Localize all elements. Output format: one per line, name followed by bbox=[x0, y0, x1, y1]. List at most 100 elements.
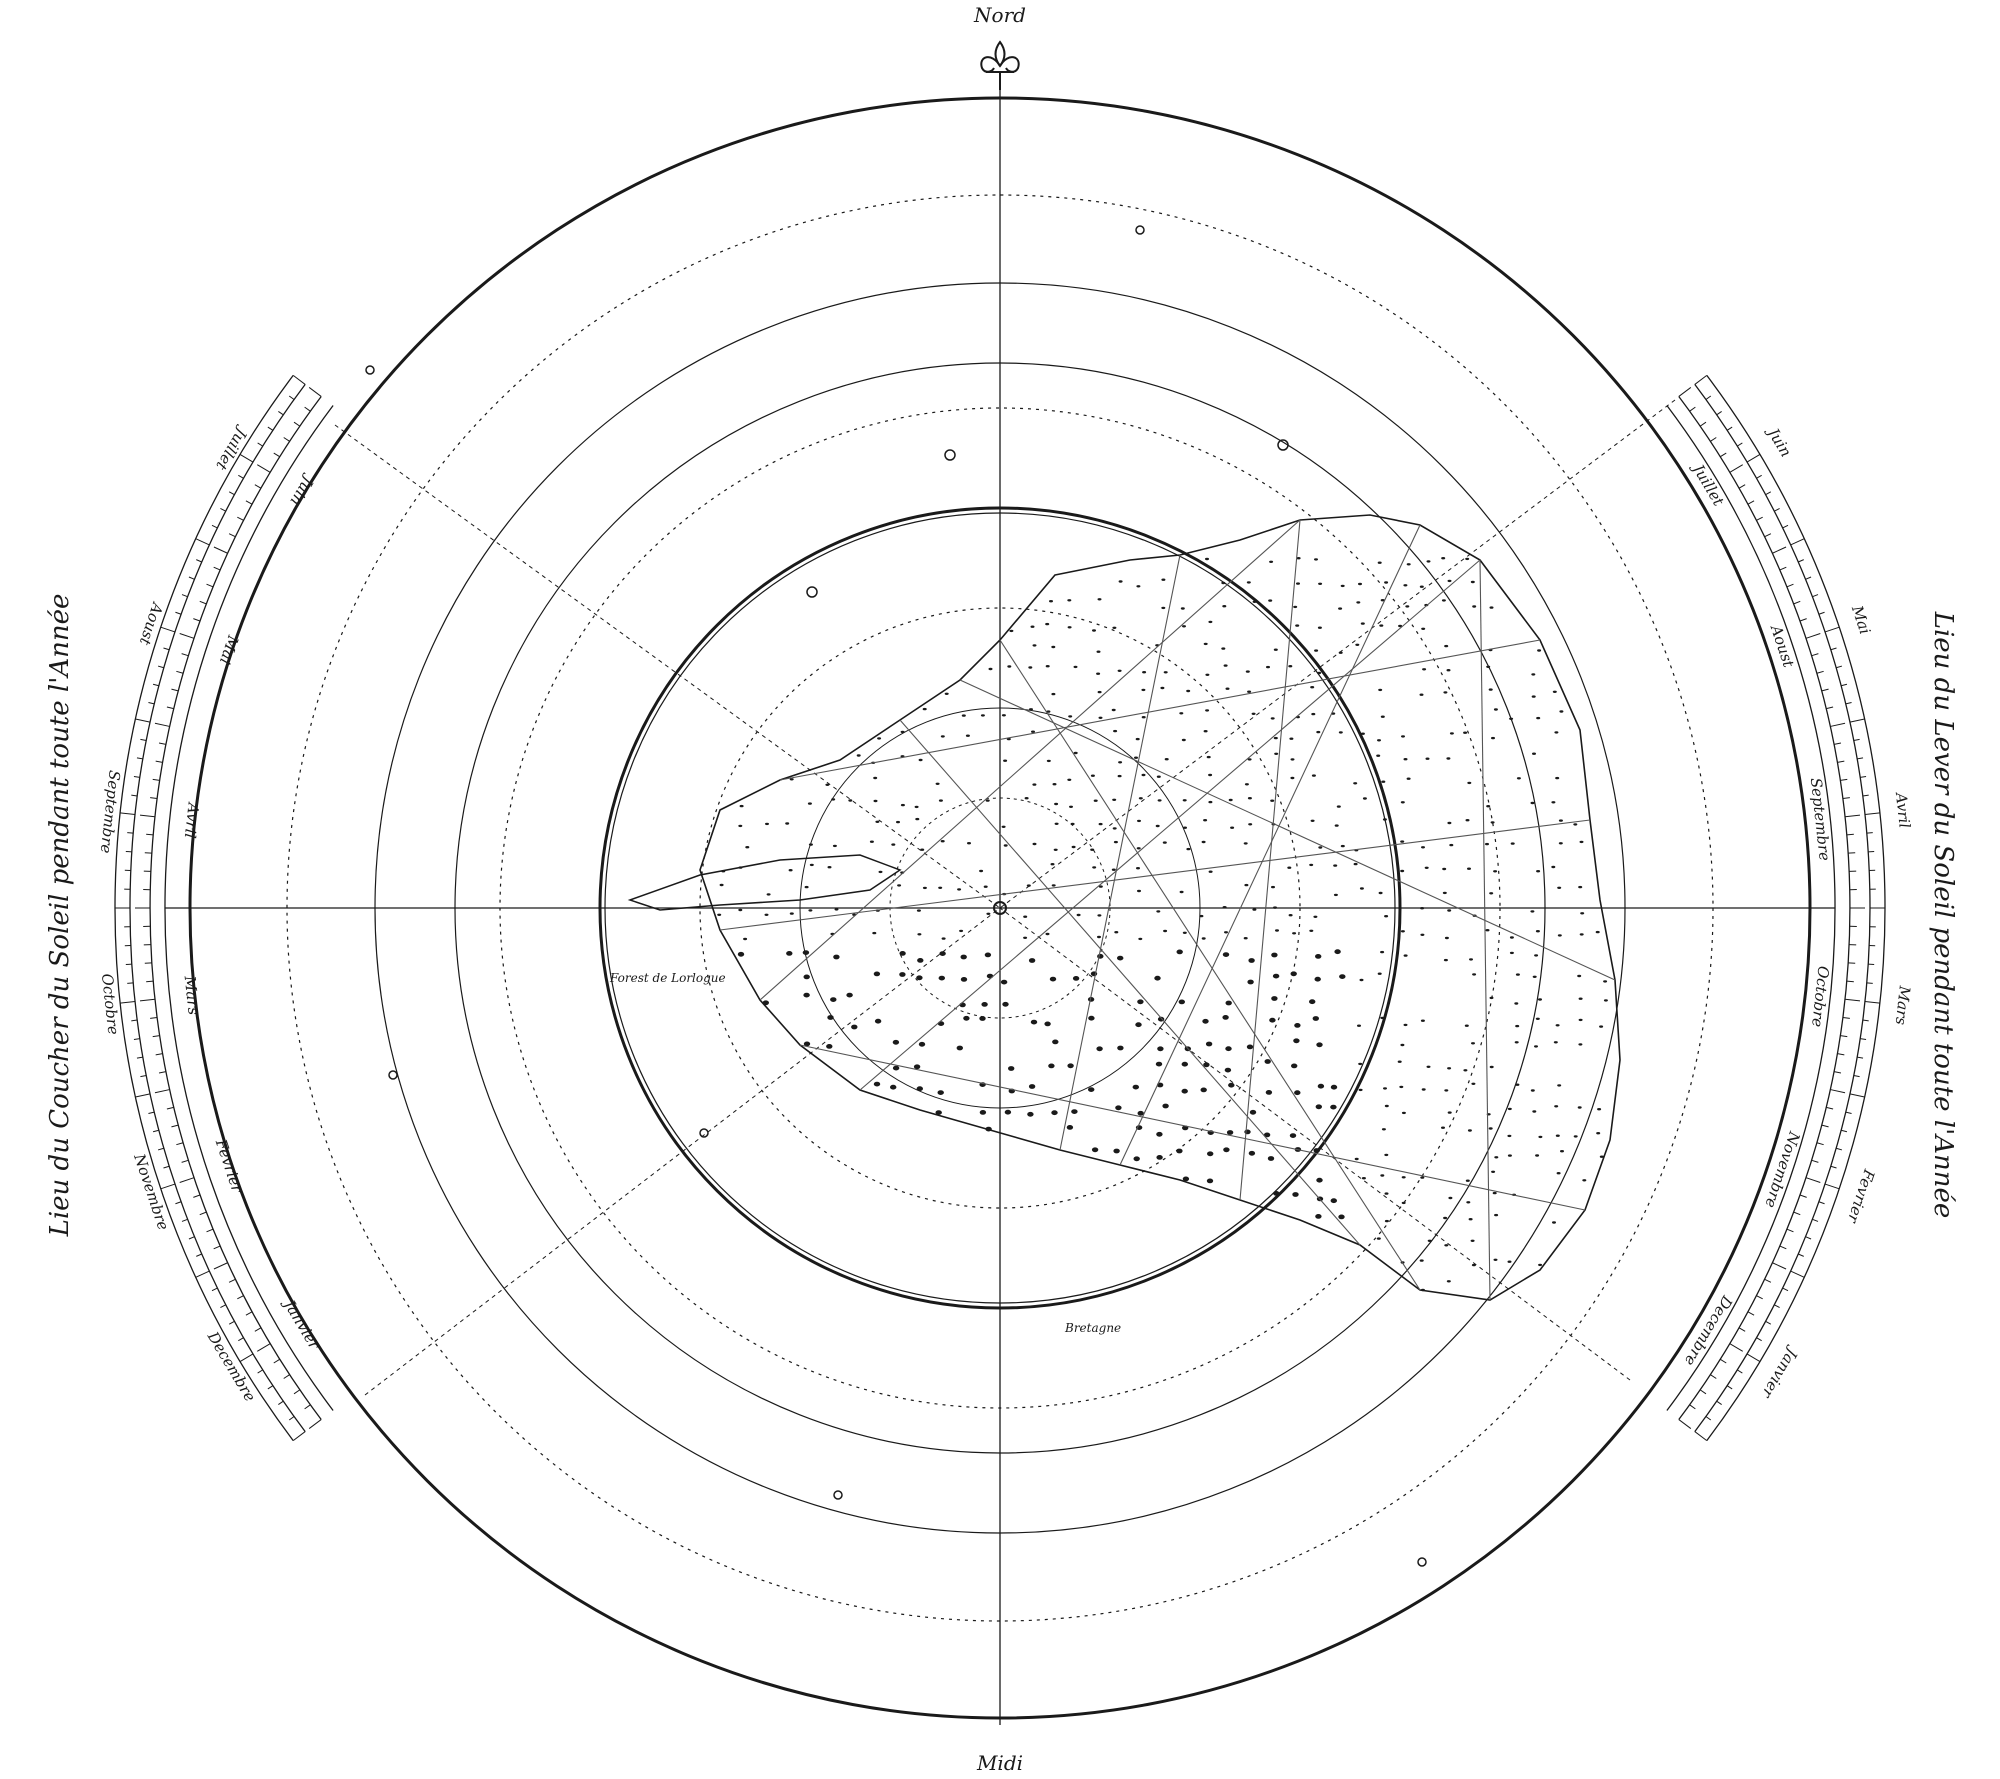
tree-mark bbox=[1051, 1110, 1057, 1115]
tree-mark bbox=[1247, 980, 1253, 985]
scale-tick bbox=[1748, 501, 1754, 504]
tree-mark bbox=[1044, 1022, 1050, 1027]
tree-mark bbox=[1420, 694, 1424, 696]
tree-mark bbox=[1204, 643, 1208, 645]
tree-mark bbox=[1515, 1025, 1519, 1027]
tree-mark bbox=[1096, 673, 1100, 675]
scale-tick bbox=[1845, 999, 1860, 1001]
tree-mark bbox=[1047, 760, 1051, 762]
scale-tick bbox=[1836, 666, 1842, 668]
tree-mark bbox=[1507, 1135, 1511, 1137]
scale-tick bbox=[146, 981, 153, 982]
scale-tick bbox=[189, 1237, 195, 1239]
tree-mark bbox=[1538, 998, 1542, 1000]
scale-tick bbox=[148, 1112, 154, 1113]
tree-mark bbox=[1137, 847, 1141, 849]
tree-mark bbox=[1179, 1000, 1185, 1005]
tree-mark bbox=[1599, 1025, 1603, 1027]
tree-mark bbox=[1008, 1066, 1014, 1071]
tree-mark bbox=[1112, 627, 1116, 629]
scale-tick bbox=[255, 485, 261, 488]
tree-mark bbox=[875, 1019, 881, 1024]
tree-mark bbox=[789, 869, 793, 871]
scale-tick bbox=[293, 1432, 305, 1441]
tree-mark bbox=[1097, 914, 1101, 916]
scale-tick bbox=[171, 1125, 178, 1127]
tree-mark bbox=[1029, 708, 1033, 710]
tree-mark bbox=[1536, 870, 1540, 872]
tree-mark bbox=[1421, 1020, 1425, 1022]
tree-mark bbox=[1486, 666, 1490, 668]
tree-mark bbox=[831, 798, 835, 800]
scale-tick bbox=[1690, 1405, 1696, 1409]
fleur-de-lis-icon bbox=[981, 42, 1018, 90]
tree-mark bbox=[1274, 649, 1278, 651]
tree-mark bbox=[1444, 1244, 1448, 1246]
scale-tick bbox=[212, 1288, 217, 1291]
tree-mark bbox=[901, 804, 905, 806]
tree-mark bbox=[875, 821, 879, 823]
scale-tick bbox=[1825, 627, 1839, 632]
tree-mark bbox=[1117, 1046, 1123, 1051]
tree-mark bbox=[1183, 799, 1187, 801]
tree-mark bbox=[1538, 1264, 1542, 1266]
tree-mark bbox=[1275, 929, 1279, 931]
scale-tick bbox=[135, 719, 150, 722]
scale-tick bbox=[200, 601, 207, 604]
tree-mark bbox=[1160, 687, 1164, 689]
tree-mark bbox=[1119, 580, 1123, 582]
scale-tick bbox=[1836, 1148, 1842, 1150]
scale-tick bbox=[1748, 1312, 1754, 1315]
tree-mark bbox=[938, 1021, 944, 1026]
scale-tick bbox=[246, 1312, 252, 1315]
tree-mark bbox=[1316, 1042, 1322, 1047]
tree-mark bbox=[1117, 956, 1123, 961]
scale-tick bbox=[1766, 1321, 1771, 1324]
tree-mark bbox=[890, 1085, 896, 1090]
scale-tick bbox=[1819, 612, 1825, 614]
tree-mark bbox=[1444, 645, 1448, 647]
tree-mark bbox=[1531, 802, 1535, 804]
tree-mark bbox=[1180, 891, 1184, 893]
scale-tick bbox=[120, 813, 135, 815]
scale-tick bbox=[1706, 396, 1711, 400]
tree-mark bbox=[1176, 1149, 1182, 1154]
tree-mark bbox=[1182, 1089, 1188, 1094]
tree-mark bbox=[1244, 937, 1248, 939]
tree-mark bbox=[745, 846, 749, 848]
tree-mark bbox=[1181, 607, 1185, 609]
tree-mark bbox=[1383, 1087, 1387, 1089]
tree-mark bbox=[1531, 673, 1535, 675]
scale-tick bbox=[1780, 1246, 1786, 1249]
tree-mark bbox=[891, 843, 895, 845]
tree-mark bbox=[1535, 1154, 1539, 1156]
tree-mark bbox=[1381, 781, 1385, 783]
scale-tick bbox=[1780, 567, 1786, 570]
scale-tick bbox=[240, 1354, 253, 1362]
tree-mark bbox=[1339, 974, 1345, 979]
scale-tick bbox=[1737, 1370, 1742, 1373]
tree-mark bbox=[985, 1127, 991, 1132]
tree-mark bbox=[1536, 1018, 1540, 1020]
tree-mark bbox=[1113, 1149, 1119, 1154]
tree-mark bbox=[1339, 731, 1343, 733]
month-label: Janvier bbox=[279, 1294, 324, 1353]
scale-tick bbox=[140, 815, 155, 817]
tree-mark bbox=[1244, 884, 1248, 886]
tree-mark bbox=[1443, 1217, 1447, 1219]
scale-tick bbox=[1865, 813, 1880, 815]
month-label: Juillet bbox=[212, 423, 253, 474]
tree-mark bbox=[1249, 1151, 1255, 1156]
tree-mark bbox=[1398, 1061, 1402, 1063]
scale-tick bbox=[212, 525, 217, 528]
tree-mark bbox=[1045, 623, 1049, 625]
tree-mark bbox=[1335, 824, 1339, 826]
tree-mark bbox=[1201, 1088, 1207, 1093]
tree-mark bbox=[1032, 783, 1036, 785]
scale-tick bbox=[127, 983, 133, 984]
tree-mark bbox=[1400, 870, 1404, 872]
tree-mark bbox=[1603, 980, 1607, 982]
scale-tick bbox=[305, 407, 311, 411]
tree-mark bbox=[805, 886, 809, 888]
tree-mark bbox=[808, 909, 812, 911]
